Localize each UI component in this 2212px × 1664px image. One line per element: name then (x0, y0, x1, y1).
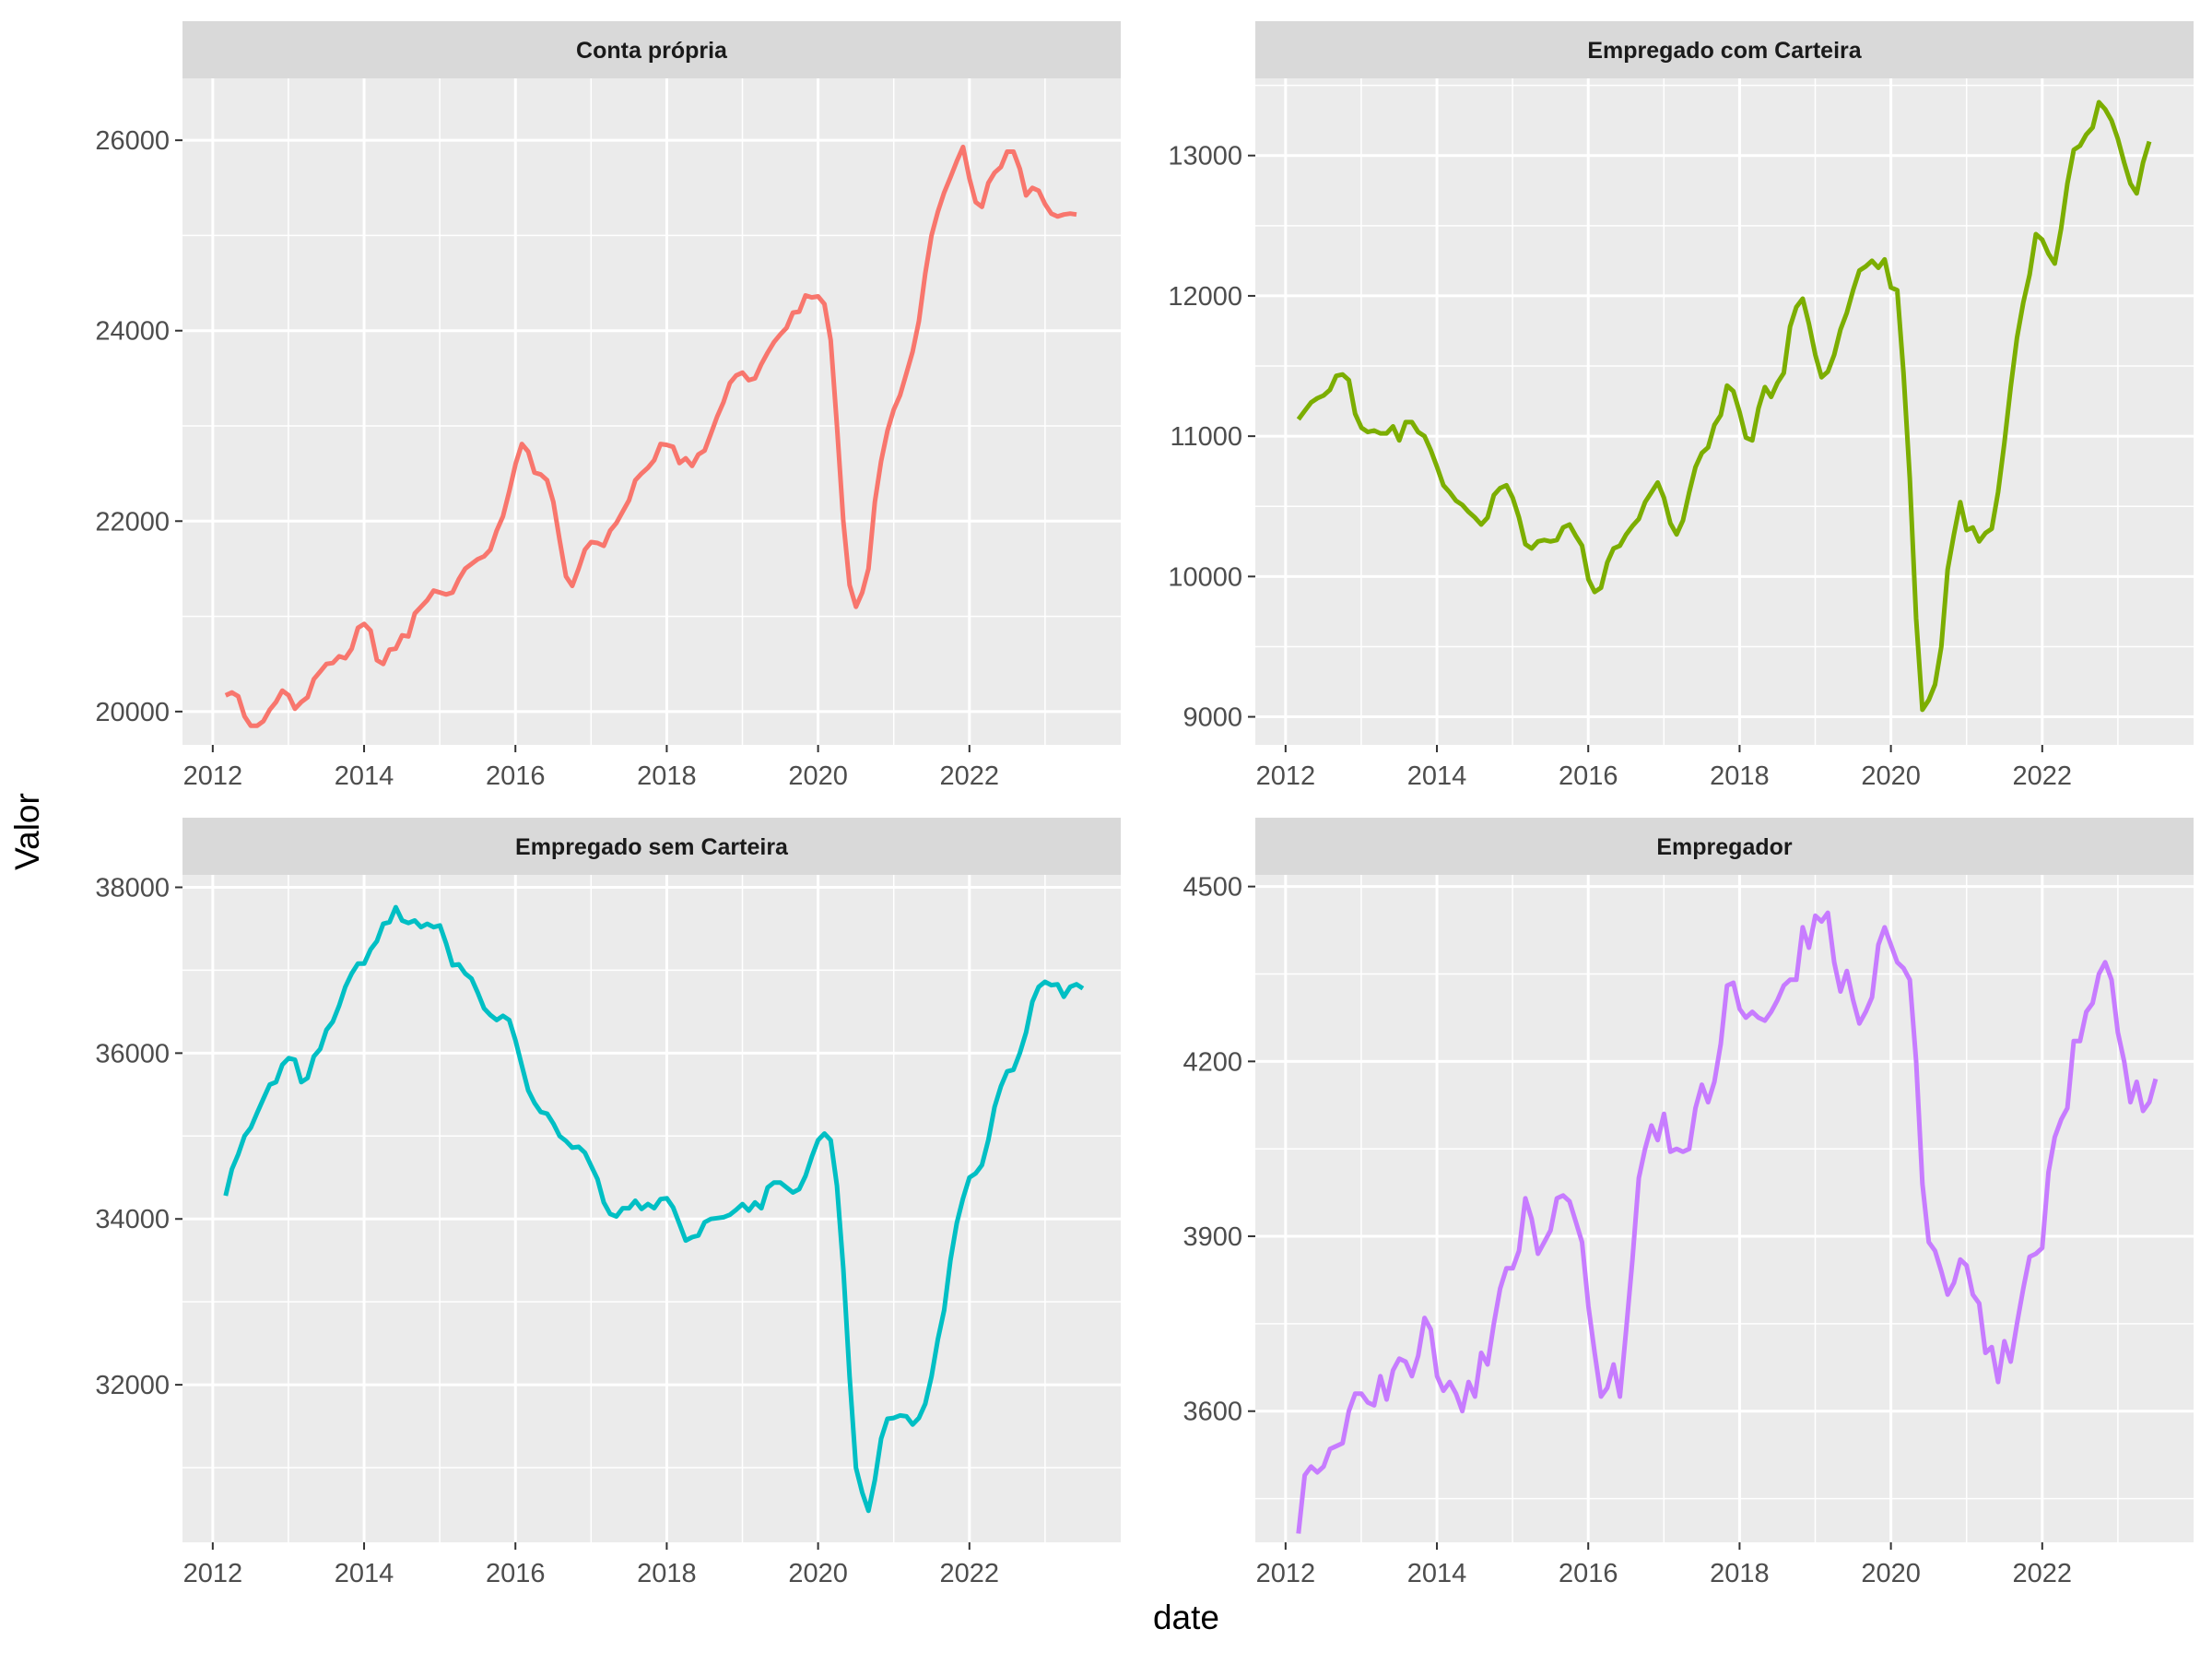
x-tick-label: 2018 (637, 1559, 697, 1588)
x-tick-label: 2022 (940, 761, 1000, 791)
y-tick-label: 38000 (95, 873, 170, 903)
y-tick-label: 4500 (1182, 873, 1242, 903)
series-line (223, 904, 1085, 1514)
y-tick-label: 4200 (1182, 1047, 1242, 1077)
x-tick-label: 2018 (1710, 1559, 1770, 1588)
panel-background (1255, 78, 2194, 745)
x-tick-label: 2016 (1559, 1559, 1618, 1588)
x-tick-label: 2016 (1559, 761, 1618, 791)
x-tick-label: 2012 (183, 1559, 243, 1588)
series-line (1296, 910, 2159, 1534)
y-tick-label: 24000 (95, 317, 170, 347)
x-tick-label: 2020 (1861, 1559, 1921, 1588)
x-tick-label: 2016 (486, 1559, 546, 1588)
panel-3: Empregado sem Carteira 2012 2014 2016 2018 20… (95, 818, 1121, 1588)
y-tick-label: 32000 (95, 1371, 170, 1400)
x-tick-label: 2014 (335, 761, 394, 791)
facet-strip (182, 818, 1121, 875)
y-tick-label: 11000 (1171, 422, 1243, 452)
x-tick-label: 2014 (1407, 1559, 1467, 1588)
y-tick-label: 20000 (95, 698, 170, 727)
x-axis-title: date (1153, 1599, 1219, 1636)
panel-background (182, 78, 1121, 745)
x-tick-label: 2022 (2013, 1559, 2073, 1588)
y-tick-label: 13000 (1168, 142, 1242, 171)
x-tick-label: 2014 (1407, 761, 1467, 791)
x-tick-label: 2018 (1710, 761, 1770, 791)
y-tick-label: 26000 (95, 126, 170, 156)
y-tick-label: 10000 (1168, 562, 1242, 592)
panel-1: Conta própria 2012 2014 2016 2018 2020 2022 200… (95, 21, 1121, 791)
x-tick-label: 2022 (2013, 761, 2073, 791)
facet-strip (1255, 21, 2194, 78)
y-tick-label: 22000 (95, 507, 170, 537)
x-tick-label: 2018 (637, 761, 697, 791)
x-tick-label: 2020 (1861, 761, 1921, 791)
y-tick-label: 34000 (95, 1205, 170, 1234)
chart-panels: Conta própria 2012 2014 2016 2018 2020 2022 200… (95, 21, 2194, 1588)
panel-background (1255, 875, 2194, 1542)
panel-4: Empregador 2012 2014 2016 2018 2020 2022 3600 39… (1182, 818, 2194, 1588)
y-axis-title: Valor (8, 793, 46, 870)
y-tick-label: 3900 (1182, 1222, 1242, 1252)
y-tick-label: 3600 (1182, 1398, 1242, 1427)
facet-strip-label: Empregado com Carteira (1587, 38, 1862, 64)
x-tick-label: 2014 (335, 1559, 394, 1588)
facet-strip-label: Empregador (1656, 834, 1793, 860)
y-tick-label: 9000 (1182, 703, 1242, 733)
panel-2: Empregado com Carteira 2012 2014 2016 2018 20… (1168, 21, 2194, 791)
x-tick-label: 2012 (1256, 761, 1316, 791)
x-tick-label: 2022 (940, 1559, 1000, 1588)
facet-strip (1255, 818, 2194, 875)
x-tick-label: 2012 (1256, 1559, 1316, 1588)
facet-strip-label: Empregado sem Carteira (515, 834, 789, 860)
x-tick-label: 2020 (788, 1559, 848, 1588)
y-tick-label: 36000 (95, 1039, 170, 1068)
y-tick-label: 12000 (1168, 282, 1242, 312)
x-tick-label: 2012 (183, 761, 243, 791)
x-tick-label: 2016 (486, 761, 546, 791)
series-line (224, 144, 1077, 728)
x-tick-label: 2020 (788, 761, 848, 791)
facet-strip-label: Conta própria (576, 38, 728, 64)
series-line (1296, 100, 2152, 713)
facet-strip (182, 21, 1121, 78)
